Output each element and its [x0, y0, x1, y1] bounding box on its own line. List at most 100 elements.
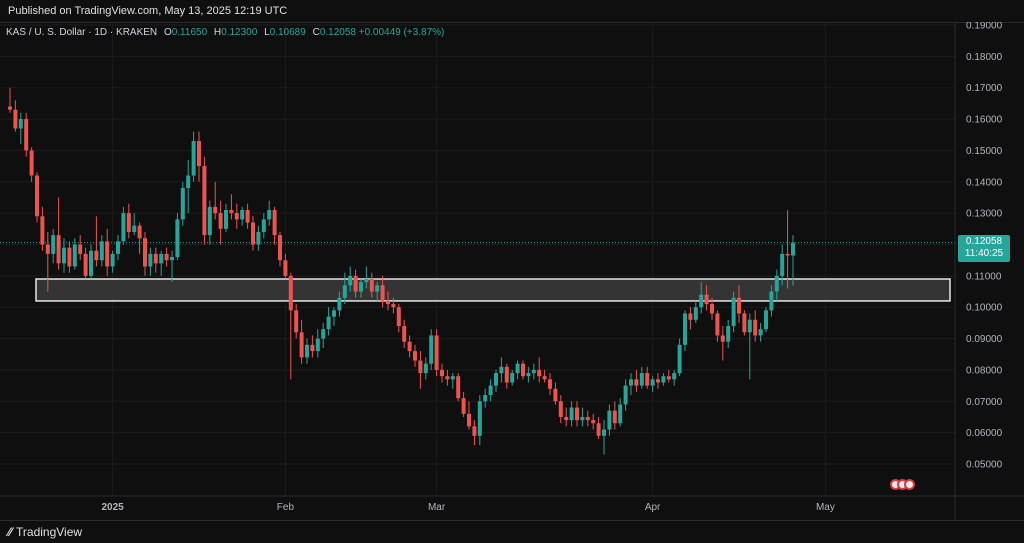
candle[interactable]	[531, 363, 536, 380]
candle[interactable]	[764, 307, 768, 333]
candle[interactable]	[602, 420, 606, 455]
candle[interactable]	[504, 363, 509, 389]
support-resistance-zone[interactable]	[35, 278, 951, 302]
candle[interactable]	[229, 194, 234, 220]
us-flag-event-icon[interactable]	[904, 479, 915, 490]
candle[interactable]	[375, 282, 380, 301]
candle[interactable]	[148, 247, 153, 276]
candle[interactable]	[321, 322, 326, 348]
candle[interactable]	[83, 247, 88, 279]
candle[interactable]	[99, 235, 104, 267]
candle[interactable]	[170, 250, 174, 283]
candle[interactable]	[774, 269, 779, 301]
candle[interactable]	[558, 395, 563, 424]
candle[interactable]	[78, 235, 83, 261]
candle[interactable]	[494, 369, 498, 392]
candle[interactable]	[197, 131, 201, 182]
candle[interactable]	[429, 329, 434, 370]
candle[interactable]	[575, 401, 579, 427]
candle[interactable]	[499, 357, 504, 383]
candlestick-chart[interactable]: 0.05000 0.06000 0.07000 0.08000 0.09000 0.100…	[0, 22, 1024, 520]
candle[interactable]	[348, 266, 353, 292]
candle[interactable]	[737, 285, 741, 323]
candle[interactable]	[623, 379, 628, 411]
candle[interactable]	[353, 269, 358, 298]
candle[interactable]	[369, 272, 374, 298]
candle[interactable]	[456, 373, 461, 402]
candle[interactable]	[434, 329, 439, 377]
candle[interactable]	[164, 247, 169, 267]
candle[interactable]	[413, 344, 417, 367]
candle[interactable]	[175, 213, 180, 261]
candle[interactable]	[56, 197, 61, 270]
candle[interactable]	[186, 159, 191, 214]
candle[interactable]	[256, 225, 261, 251]
candle[interactable]	[753, 310, 758, 342]
candle[interactable]	[213, 181, 218, 220]
candle[interactable]	[137, 222, 142, 254]
candle[interactable]	[180, 181, 185, 226]
candle[interactable]	[72, 238, 77, 270]
candle[interactable]	[731, 291, 736, 333]
candle[interactable]	[569, 401, 574, 427]
candle[interactable]	[310, 335, 315, 358]
candle[interactable]	[299, 319, 304, 364]
candle[interactable]	[720, 326, 725, 361]
candle[interactable]	[472, 420, 477, 446]
candle[interactable]	[359, 278, 363, 298]
economic-events[interactable]	[890, 477, 915, 495]
candle[interactable]	[315, 329, 320, 358]
tradingview-logo[interactable]: ⁄⁄ TradingView	[8, 525, 82, 539]
candle[interactable]	[488, 379, 493, 402]
candle[interactable]	[40, 206, 45, 251]
candle[interactable]	[153, 247, 158, 273]
candle[interactable]	[715, 310, 720, 342]
candle[interactable]	[612, 401, 617, 430]
candle[interactable]	[677, 338, 682, 377]
candle[interactable]	[342, 272, 347, 305]
candle[interactable]	[159, 250, 164, 276]
candle[interactable]	[105, 228, 110, 276]
candle[interactable]	[515, 360, 520, 380]
candle[interactable]	[553, 382, 558, 405]
candle[interactable]	[726, 319, 731, 348]
candle[interactable]	[45, 231, 50, 292]
candle[interactable]	[13, 100, 18, 132]
candle[interactable]	[704, 285, 709, 311]
candle[interactable]	[791, 235, 795, 286]
candle[interactable]	[396, 304, 401, 333]
candle[interactable]	[742, 310, 747, 336]
candle[interactable]	[267, 200, 272, 226]
candle[interactable]	[785, 210, 790, 289]
candle[interactable]	[89, 244, 93, 279]
candle[interactable]	[629, 373, 633, 396]
candle[interactable]	[477, 395, 482, 446]
candle[interactable]	[224, 203, 228, 232]
candle[interactable]	[94, 216, 99, 267]
candle[interactable]	[305, 338, 309, 364]
candle[interactable]	[380, 275, 385, 308]
candle[interactable]	[683, 310, 687, 352]
candle[interactable]	[461, 391, 466, 417]
candle[interactable]	[564, 407, 569, 427]
time-axis[interactable]: 2025 Feb Mar Apr May	[101, 502, 834, 513]
candle[interactable]	[240, 206, 245, 226]
candle[interactable]	[24, 112, 29, 157]
candle[interactable]	[780, 244, 785, 286]
candle[interactable]	[747, 313, 752, 380]
candle[interactable]	[537, 357, 542, 383]
candle[interactable]	[758, 322, 763, 342]
candle[interactable]	[29, 147, 34, 182]
candle[interactable]	[639, 366, 644, 389]
candle[interactable]	[618, 398, 623, 427]
candle[interactable]	[337, 291, 342, 317]
candle[interactable]	[261, 213, 266, 239]
candle[interactable]	[278, 231, 282, 267]
candle[interactable]	[288, 272, 293, 380]
candle[interactable]	[423, 357, 428, 380]
candle[interactable]	[634, 369, 639, 392]
candle[interactable]	[143, 231, 147, 276]
candle[interactable]	[234, 203, 239, 229]
candle[interactable]	[450, 373, 455, 389]
candle[interactable]	[218, 200, 223, 245]
